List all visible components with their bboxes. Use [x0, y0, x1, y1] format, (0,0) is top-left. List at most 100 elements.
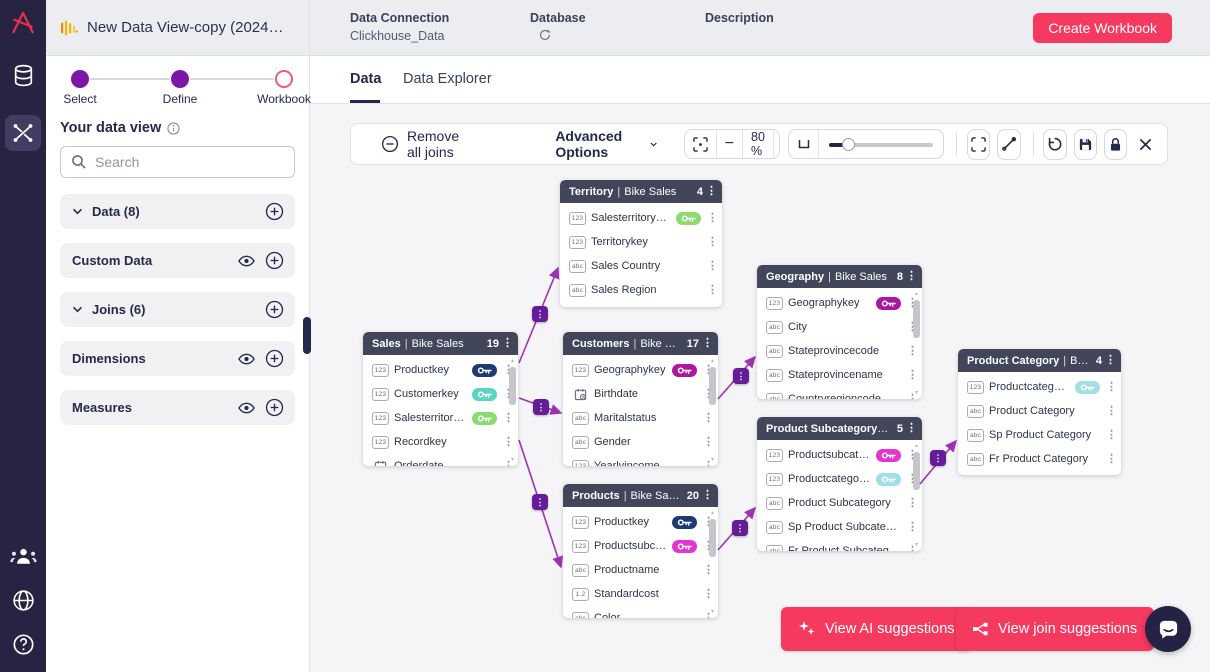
- table-card[interactable]: Sales|Bike Sales19⋮123Productkey⋮123Cust…: [363, 332, 518, 466]
- close-icon[interactable]: [1138, 137, 1153, 152]
- field-menu-icon[interactable]: ⋮: [703, 411, 714, 424]
- field-row[interactable]: 123 Salesterritorykey ⋮: [363, 406, 518, 430]
- join-canvas[interactable]: Territory | Bike Sales 4 ⋮ 123 Salesterritoryk…: [310, 0, 1210, 672]
- field-menu-icon[interactable]: ⋮: [907, 392, 918, 399]
- advanced-options-button[interactable]: Advanced Options: [555, 128, 658, 160]
- field-row[interactable]: abc City ⋮: [757, 315, 922, 339]
- field-row[interactable]: 123 Geographykey ⋮: [563, 358, 718, 382]
- table-menu-icon[interactable]: ⋮: [906, 422, 917, 434]
- join-settings-badge[interactable]: ⋮: [930, 450, 946, 466]
- users-icon[interactable]: [5, 538, 41, 574]
- field-menu-icon[interactable]: ⋮: [703, 435, 714, 448]
- info-icon[interactable]: [167, 121, 180, 135]
- field-menu-icon[interactable]: ⋮: [703, 459, 714, 466]
- app-logo-icon[interactable]: [10, 11, 36, 35]
- field-menu-icon[interactable]: ⋮: [1106, 380, 1117, 393]
- field-row[interactable]: 123 Yearlyincome ⋮: [563, 454, 718, 466]
- table-menu-icon[interactable]: ⋮: [1105, 354, 1116, 366]
- zoom-in-button[interactable]: +: [772, 130, 779, 158]
- field-menu-icon[interactable]: ⋮: [907, 520, 918, 533]
- field-row[interactable]: abc Sales Country ⋮: [560, 254, 722, 278]
- fullscreen-button[interactable]: [967, 128, 991, 160]
- scrollbar-thumb[interactable]: [509, 367, 516, 405]
- field-row[interactable]: abc Maritalstatus ⋮: [563, 406, 718, 430]
- table-card-header[interactable]: Product Category|Bike Sales 4⋮: [958, 349, 1121, 372]
- stepper-step-define[interactable]: Define: [140, 56, 220, 106]
- remove-all-joins-button[interactable]: Remove all joins: [381, 128, 475, 160]
- zoom-slider[interactable]: [829, 130, 934, 158]
- add-icon[interactable]: [265, 398, 284, 417]
- card-scrollbar[interactable]: ▴ ▾: [709, 510, 716, 615]
- table-menu-icon[interactable]: ⋮: [502, 337, 513, 349]
- field-menu-icon[interactable]: ⋮: [907, 344, 918, 357]
- key-icon[interactable]: [472, 411, 497, 425]
- help-icon[interactable]: [5, 626, 41, 662]
- field-row[interactable]: 123 Geographykey ⋮: [757, 291, 922, 315]
- key-icon[interactable]: [472, 387, 497, 401]
- create-workbook-button[interactable]: Create Workbook: [1033, 13, 1172, 43]
- key-icon[interactable]: [876, 296, 901, 310]
- key-icon[interactable]: [672, 515, 697, 529]
- key-icon[interactable]: [676, 211, 701, 225]
- field-menu-icon[interactable]: ⋮: [702, 388, 715, 400]
- join-settings-badge[interactable]: ⋮: [732, 520, 748, 536]
- table-card[interactable]: Geography|Bike Sales8⋮123Geographykey⋮ab…: [757, 265, 922, 399]
- table-card[interactable]: Product Category|Bike Sales4⋮123Productc…: [958, 349, 1121, 475]
- add-icon[interactable]: [265, 251, 284, 270]
- field-menu-icon[interactable]: ⋮: [907, 496, 918, 509]
- field-row[interactable]: abc Sales Region ⋮: [560, 278, 722, 302]
- undo-button[interactable]: [1043, 128, 1067, 160]
- section-joins[interactable]: Joins (6): [60, 292, 295, 327]
- field-row[interactable]: 123 Recordkey ⋮: [363, 430, 518, 454]
- field-row[interactable]: abc Sp Product Category ⋮: [958, 423, 1121, 447]
- table-card-header[interactable]: Territory | Bike Sales 4 ⋮: [560, 180, 722, 203]
- field-menu-icon[interactable]: ⋮: [502, 388, 515, 400]
- field-menu-icon[interactable]: ⋮: [503, 435, 514, 448]
- field-row[interactable]: 123 Customerkey ⋮: [363, 382, 518, 406]
- field-menu-icon[interactable]: ⋮: [907, 368, 918, 381]
- field-menu-icon[interactable]: ⋮: [707, 283, 718, 296]
- field-row[interactable]: 123 Productkey ⋮: [363, 358, 518, 382]
- field-menu-icon[interactable]: ⋮: [703, 587, 714, 600]
- join-settings-badge[interactable]: ⋮: [733, 368, 749, 384]
- scrollbar-thumb[interactable]: [913, 452, 920, 490]
- chat-widget-button[interactable]: [1145, 606, 1191, 652]
- key-icon[interactable]: [672, 539, 697, 553]
- field-menu-icon[interactable]: ⋮: [1106, 428, 1117, 441]
- table-card[interactable]: Customers|Bike Sales17⋮123Geographykey⋮B…: [563, 332, 718, 466]
- field-menu-icon[interactable]: ⋮: [707, 211, 718, 224]
- field-row[interactable]: 123 Productcategorykey ⋮: [757, 467, 922, 491]
- center-view-button[interactable]: [685, 130, 716, 158]
- view-join-suggestions-button[interactable]: View join suggestions: [956, 607, 1155, 651]
- field-menu-icon[interactable]: ⋮: [702, 540, 715, 552]
- field-menu-icon[interactable]: ⋮: [906, 473, 919, 485]
- tab-data[interactable]: Data: [350, 71, 382, 87]
- draw-join-button[interactable]: [997, 128, 1021, 160]
- field-menu-icon[interactable]: ⋮: [503, 459, 514, 466]
- field-menu-icon[interactable]: ⋮: [1106, 404, 1117, 417]
- field-menu-icon[interactable]: ⋮: [907, 544, 918, 551]
- table-menu-icon[interactable]: ⋮: [706, 185, 717, 197]
- add-icon[interactable]: [265, 349, 284, 368]
- field-row[interactable]: abc Product Category ⋮: [958, 399, 1121, 423]
- card-scrollbar[interactable]: ▴ ▾: [913, 291, 920, 396]
- field-row[interactable]: abc Sp Product Subcategory ⋮: [757, 515, 922, 539]
- visibility-icon[interactable]: [238, 353, 255, 365]
- field-row[interactable]: 123 Salesterritorykey ⋮: [560, 206, 722, 230]
- key-icon[interactable]: [876, 472, 901, 486]
- refresh-icon[interactable]: [530, 29, 586, 41]
- join-settings-badge[interactable]: ⋮: [532, 306, 548, 322]
- join-settings-badge[interactable]: ⋮: [532, 494, 548, 510]
- section-data[interactable]: Data (8): [60, 194, 295, 229]
- field-menu-icon[interactable]: ⋮: [906, 297, 919, 309]
- card-scrollbar[interactable]: ▴ ▾: [709, 358, 716, 463]
- table-card[interactable]: Territory | Bike Sales 4 ⋮ 123 Salesterritoryk…: [560, 180, 722, 307]
- table-card-header[interactable]: Product Subcategory|Bike Sales 5⋮: [757, 417, 922, 440]
- field-row[interactable]: 1.2 Standardcost ⋮: [563, 582, 718, 606]
- field-menu-icon[interactable]: ⋮: [703, 563, 714, 576]
- field-row[interactable]: 123 Productkey ⋮: [563, 510, 718, 534]
- section-dimensions[interactable]: Dimensions: [60, 341, 295, 376]
- field-row[interactable]: 123 Territorykey ⋮: [560, 230, 722, 254]
- key-icon[interactable]: [672, 363, 697, 377]
- field-menu-icon[interactable]: ⋮: [503, 411, 514, 424]
